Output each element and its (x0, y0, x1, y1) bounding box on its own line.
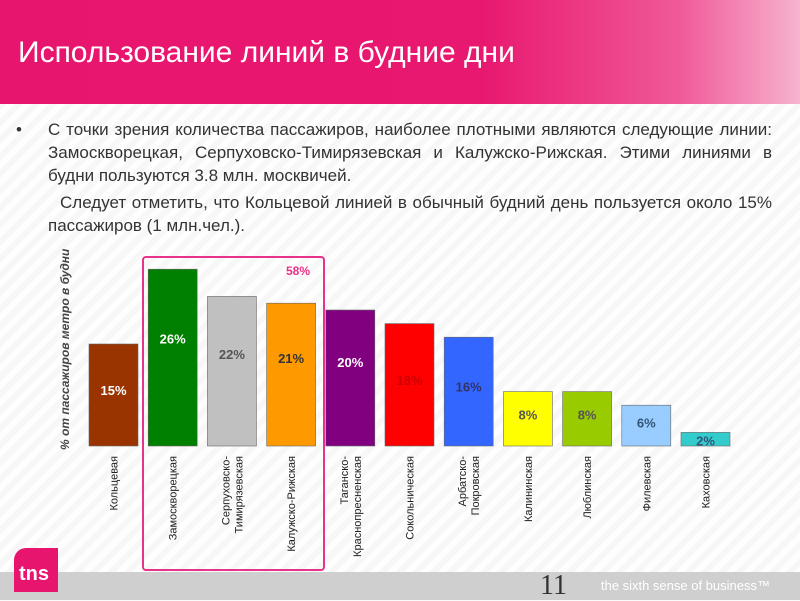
top3-highlight-box (142, 256, 325, 571)
data-label: 8% (578, 408, 597, 423)
paragraph-1: С точки зрения количества пассажиров, на… (48, 120, 772, 185)
bar (562, 391, 612, 447)
data-label: 21% (278, 351, 304, 366)
category-label: Люблинская (582, 456, 594, 519)
data-label: 15% (100, 383, 126, 398)
category-label: Каховская (701, 456, 713, 508)
category-label: Калужско-Рижская (286, 456, 298, 552)
bar (207, 296, 257, 447)
category-label: Серпуховско- (220, 456, 232, 525)
category-label: Покровская (470, 456, 482, 515)
data-label: 8% (519, 408, 538, 423)
slogan: the sixth sense of business™ (600, 578, 770, 593)
page-number: 11 (540, 570, 567, 601)
bar (621, 404, 672, 447)
header-band (0, 0, 800, 104)
bar (266, 302, 316, 447)
bar (443, 336, 494, 447)
category-label: Тимирязевская (233, 456, 245, 533)
bar (384, 323, 435, 447)
footer-band (0, 572, 800, 600)
data-label: 26% (160, 331, 186, 346)
data-label: 20% (337, 355, 363, 370)
bar (325, 309, 376, 447)
category-label: Краснопресненская (352, 456, 364, 557)
data-label: 22% (219, 347, 245, 362)
data-label: 2% (696, 433, 715, 448)
bullet: • (16, 120, 22, 139)
category-label: Замоскворецкая (168, 456, 180, 540)
data-label: 16% (456, 380, 482, 395)
body-text: • С точки зрения количества пассажиров, н… (16, 118, 772, 237)
category-label: Таганско- (339, 456, 351, 505)
category-label: Кольцевая (109, 456, 121, 511)
category-label: Арбатско- (457, 456, 469, 507)
paragraph-2: Следует отметить, что Кольцевой линией в… (48, 193, 772, 235)
category-label: Филевская (641, 456, 653, 511)
category-label: Калининская (523, 456, 535, 522)
bar (503, 391, 553, 447)
bar (147, 268, 198, 447)
bar (88, 343, 139, 447)
slide-title: Использование линий в будние дни (18, 36, 515, 69)
top3-total-label: 58% (286, 264, 311, 278)
category-label: Сокольническая (405, 456, 417, 540)
data-label: 6% (637, 416, 656, 431)
bar (680, 432, 731, 447)
data-label: 18% (396, 373, 422, 388)
tns-logo: tns (14, 548, 58, 592)
